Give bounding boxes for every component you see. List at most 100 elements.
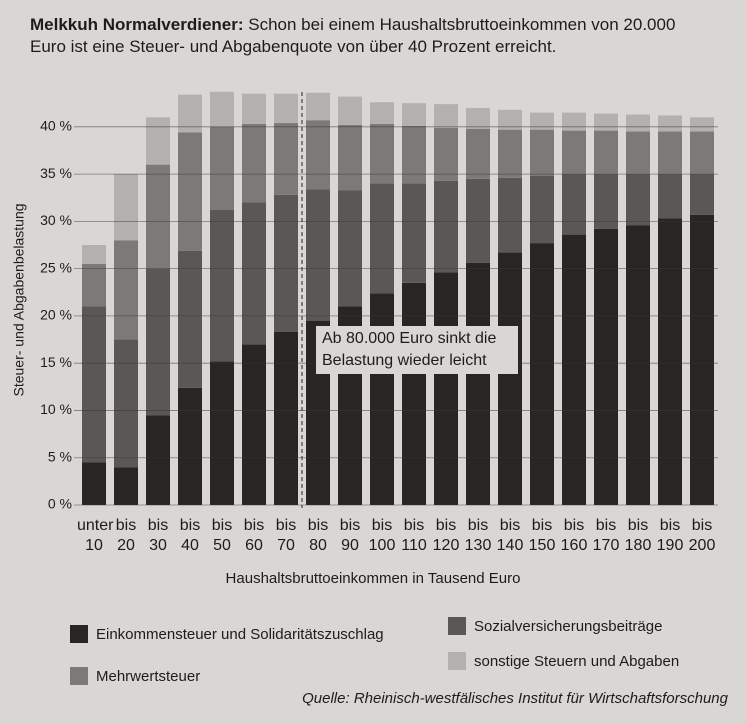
bar-segment [562,130,586,175]
legend-label: Mehrwertsteuer [96,667,201,685]
x-tick-label: bis 150 [528,517,556,554]
bar-segment [274,123,298,195]
legend-swatch [448,617,466,635]
bar-segment [498,252,522,505]
x-tick-label: bis 20 [115,517,137,554]
bar-segment [658,131,682,175]
bar-segment [306,92,330,121]
y-tick-label: 20 % [40,307,72,323]
bar-segment [658,115,682,132]
bar-segment [530,175,554,244]
bar-segment [114,339,138,468]
bar-segment [690,214,714,505]
bar-segment [658,174,682,219]
bar-segment [178,387,202,505]
bar-segment [466,107,490,129]
bar-segment [178,132,202,251]
legend-swatch [70,667,88,685]
y-tick-label: 5 % [48,448,72,464]
bar-segment [498,177,522,253]
bar-segment [114,467,138,505]
bar-segment [114,174,138,241]
bar-segment [594,174,618,229]
bar-segment [530,243,554,506]
bar-segment [82,462,106,505]
bar-segment [306,120,330,190]
x-tick-label: bis 90 [339,517,361,554]
bar-segment [626,114,650,132]
bar-segment [594,113,618,131]
bar-segment [370,123,394,184]
bar-segment [594,228,618,505]
bar-segment [82,263,106,307]
y-tick-label: 35 % [40,165,72,181]
bar-segment [178,94,202,133]
bar-segment [82,245,106,264]
legend-swatch [448,652,466,670]
legend-item: Sozialversicherungsbeiträge [448,617,662,635]
x-tick-label: bis 190 [656,517,684,554]
legend-label: Einkommensteuer und Solidaritätszuschlag [96,625,384,643]
bar-segment [370,183,394,294]
title-text: Schon bei einem Haushaltsbruttoeinkommen… [30,15,676,56]
bar-segment [146,117,170,165]
x-tick-label: bis 60 [243,517,265,554]
bar-segment [626,174,650,226]
legend-label: Sozialversicherungsbeiträge [474,617,663,635]
x-tick-label: bis 80 [307,517,329,554]
bar-segment [146,268,170,416]
x-tick-label: bis 30 [147,517,169,554]
bar-segment [434,104,458,128]
bar-segment [242,93,266,124]
bar-segment [498,109,522,130]
y-tick-label: 0 % [48,496,72,512]
source: Quelle: Rheinisch-westfälisches Institut… [302,690,728,707]
bar-segment [146,164,170,269]
bar-segment [210,126,234,211]
x-tick-label: bis 100 [368,517,396,554]
bar-segment [274,93,298,124]
x-tick-label: bis 130 [464,517,492,554]
legend-item: sonstige Steuern und Abgaben [448,652,679,670]
x-tick-label: unter 10 [77,517,114,554]
bar-segment [466,178,490,263]
x-tick-label: bis 110 [401,517,427,554]
bar-segment [530,112,554,130]
bar-segment [242,202,266,345]
legend-item: Mehrwertsteuer [70,667,200,685]
bar-segment [402,103,426,126]
bar-segment [242,344,266,505]
bar-segment [338,190,362,307]
x-tick-label: bis 40 [179,517,201,554]
bar-segment [178,250,202,388]
chart-title: Melkkuh Normalverdiener: Schon bei einem… [30,14,680,58]
y-tick-label: 25 % [40,259,72,275]
bar-segment [626,131,650,175]
bar-segment [306,189,330,321]
bar-segment [690,117,714,132]
bar-segment [434,127,458,181]
x-axis-label: Haushaltsbruttoeinkommen in Tausend Euro [225,570,521,587]
bar-segment [402,183,426,283]
bar-segment [210,210,234,362]
x-tick-label: bis 50 [211,517,233,554]
bar-segment [466,262,490,505]
bar-segment [210,361,234,505]
bar-segment [402,125,426,184]
bar-segment [338,96,362,125]
bar-segment [338,124,362,191]
bar-segment [434,272,458,505]
x-tick-label: bis 70 [275,517,297,554]
legend-swatch [70,625,88,643]
bar-segment [562,234,586,505]
y-tick-label: 30 % [40,212,72,228]
bar-segment [274,331,298,505]
y-axis-label: Steuer- und Abgabenbelastung [11,203,27,396]
bar-segment [530,129,554,176]
bar-segment [658,218,682,505]
bar-segment [210,91,234,127]
x-tick-label: bis 140 [496,517,524,554]
legend-label: sonstige Steuern und Abgaben [474,652,680,670]
